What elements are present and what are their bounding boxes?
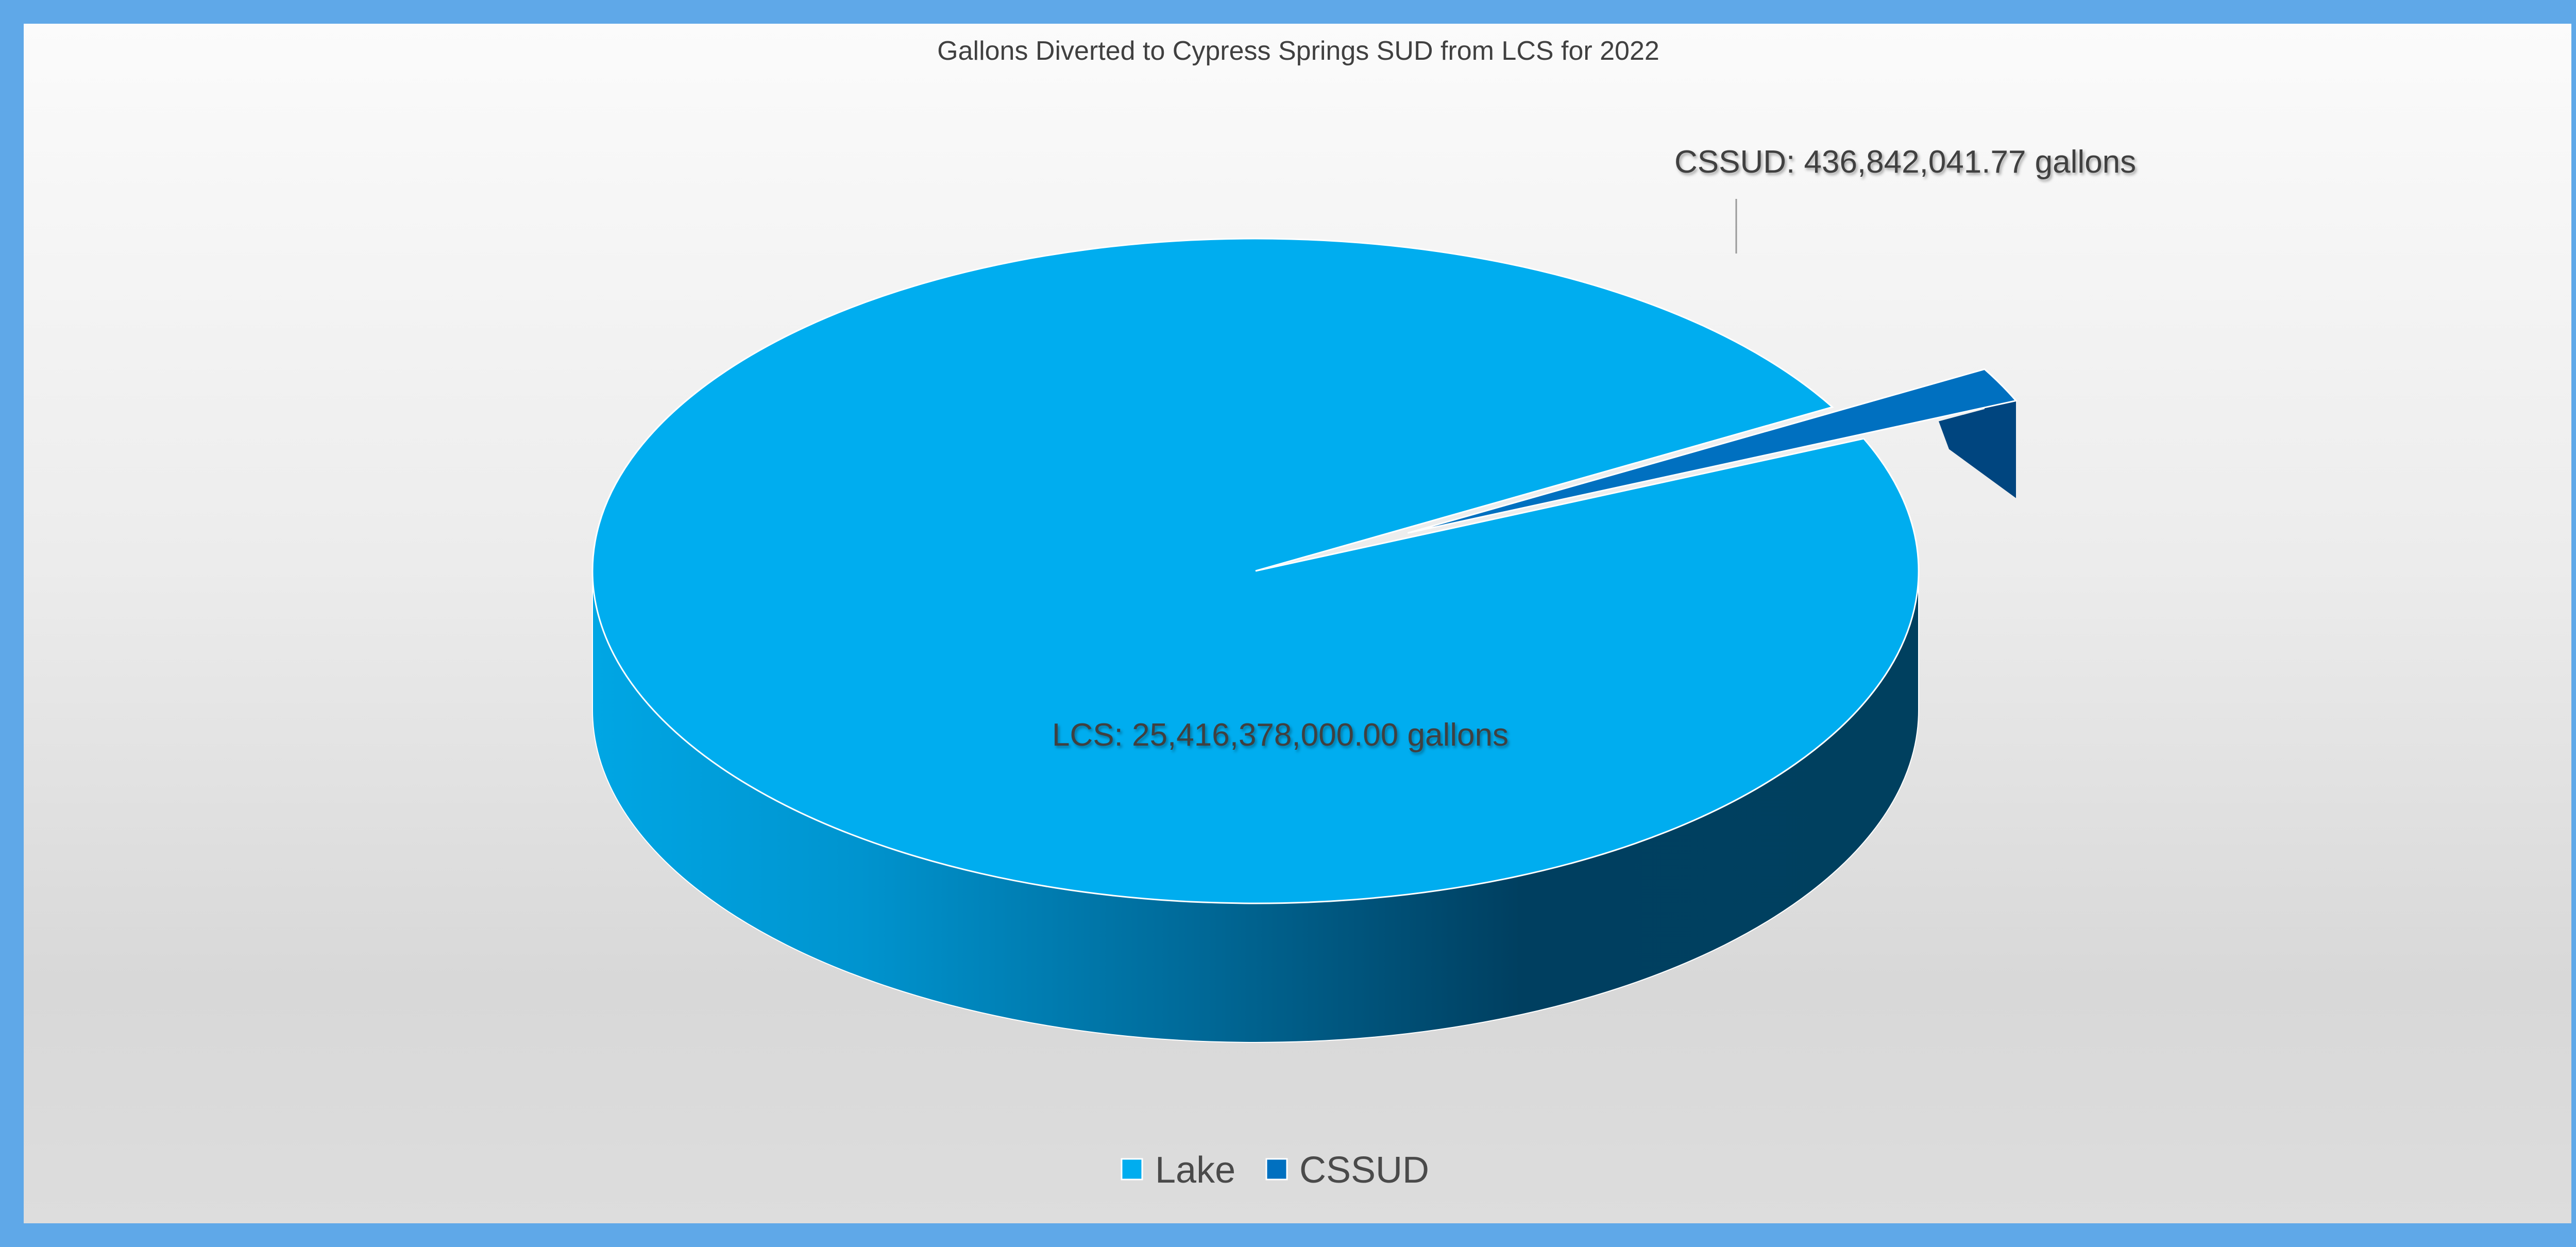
pie-body <box>591 238 2018 1043</box>
pie-slice-cssud-end-face <box>1939 400 2016 498</box>
data-label-cssud: CSSUD: 436,842,041.77 gallons <box>1674 144 2136 180</box>
legend-label-lake: Lake <box>1155 1150 1235 1191</box>
legend-label-cssud: CSSUD <box>1299 1150 1429 1191</box>
legend: Lake CSSUD <box>1121 1150 1429 1191</box>
data-label-lake: LCS: 25,416,378,000.00 gallons <box>1052 717 1509 753</box>
pie-slice-lake <box>591 238 1920 904</box>
legend-swatch-cssud <box>1265 1158 1288 1181</box>
chart-title: Gallons Diverted to Cypress Springs SUD … <box>937 36 1659 66</box>
legend-swatch-lake <box>1121 1158 1143 1181</box>
pie-slice-cssud <box>1407 368 2018 534</box>
